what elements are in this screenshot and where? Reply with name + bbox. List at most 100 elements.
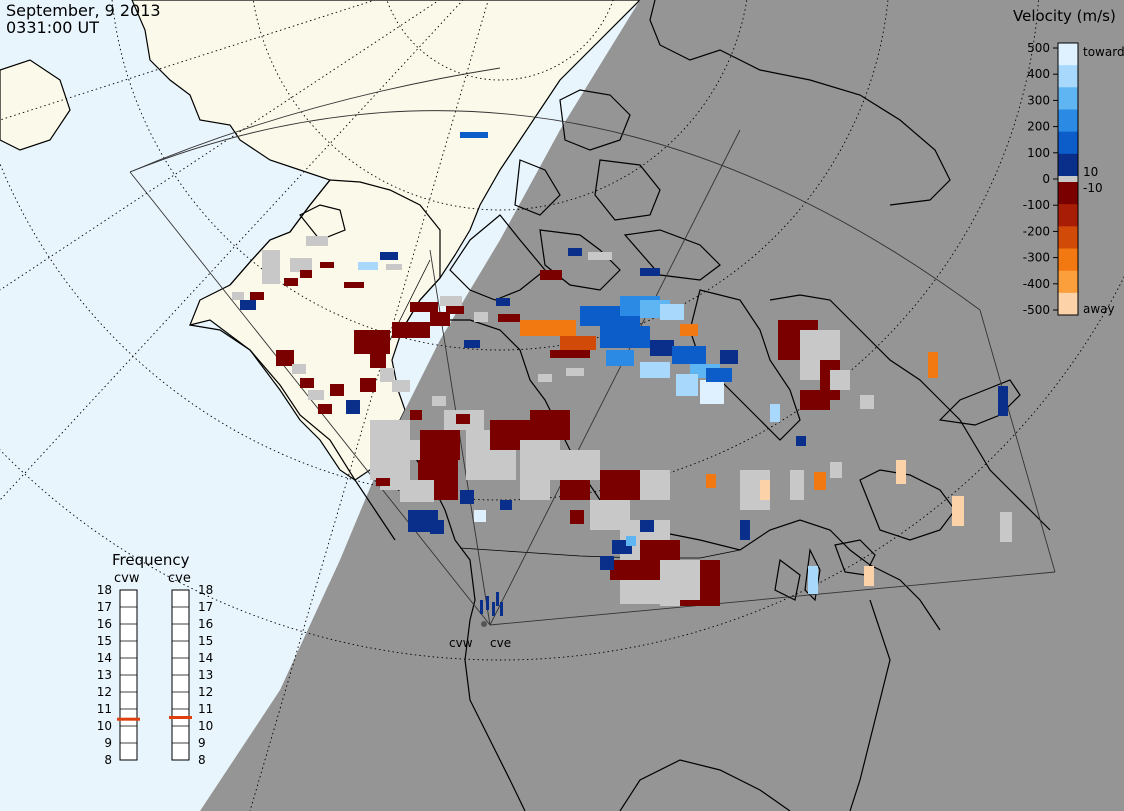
scatter-cell	[860, 395, 874, 409]
scatter-cell	[498, 314, 520, 322]
scatter-cell	[606, 350, 634, 366]
scatter-cell	[640, 470, 670, 500]
frequency-scale-label: 9	[198, 736, 206, 750]
scatter-cell	[538, 374, 552, 382]
velocity-colorbar: Velocity (m/s) 500 400 300 200 100 0 -100 -200 -…	[1013, 7, 1124, 317]
scatter-cell	[814, 472, 826, 490]
colorbar-pos-threshold: 10	[1083, 165, 1098, 179]
scatter-cell	[680, 600, 720, 606]
scatter-cell	[500, 500, 512, 510]
scatter-cell	[410, 410, 422, 420]
scatter-cell	[290, 258, 312, 272]
frequency-scale-label: 8	[104, 753, 112, 767]
scatter-cell	[300, 270, 312, 278]
scatter-cell	[376, 478, 390, 486]
scatter-cell	[570, 510, 584, 524]
scatter-cell	[640, 520, 654, 532]
night-terminator	[200, 0, 1124, 811]
scatter-cell	[430, 312, 450, 326]
scatter-cell	[520, 440, 560, 480]
frequency-scale-label: 14	[97, 651, 112, 665]
scatter-cell	[588, 252, 612, 260]
frequency-scale-label: 11	[97, 702, 112, 716]
scatter-cell	[808, 566, 818, 594]
scatter-cell	[474, 510, 486, 522]
scatter-cell	[496, 298, 510, 306]
colorbar-tick-label: 0	[1042, 172, 1050, 186]
frequency-scale-label: 17	[198, 600, 213, 614]
scatter-cell	[240, 300, 256, 310]
scatter-cell	[700, 560, 720, 600]
scatter-cell	[672, 346, 706, 364]
scatter-cell	[308, 390, 324, 400]
coastlines	[189, 0, 1051, 811]
frequency-scale-label: 13	[198, 668, 213, 682]
velocity-scatter-cells	[232, 132, 1012, 616]
scatter-cell	[720, 350, 738, 364]
frequency-scale-label: 12	[198, 685, 213, 699]
scatter-cell	[400, 440, 420, 460]
scatter-cell	[392, 380, 410, 392]
scatter-cell	[446, 306, 464, 314]
colorbar-title: Velocity (m/s)	[1013, 7, 1116, 25]
scatter-cell	[864, 566, 874, 586]
colorbar-tick-label: 300	[1027, 93, 1050, 107]
colorbar-tick-label: -200	[1023, 224, 1050, 238]
scatter-cell	[676, 374, 698, 396]
time-label: 0331:00 UT	[6, 18, 99, 37]
scatter-cell	[358, 262, 378, 270]
scatter-cell	[474, 312, 488, 322]
scatter-cell	[500, 602, 503, 616]
colorbar-swatch-away	[1058, 270, 1078, 294]
scatter-cell	[560, 336, 596, 350]
scatter-cell	[306, 236, 328, 246]
frequency-scale-label: 17	[97, 600, 112, 614]
radar-label-cvw: cvw	[449, 636, 473, 650]
scatter-cell	[560, 480, 590, 500]
scatter-cell	[610, 560, 640, 580]
scatter-cell	[830, 462, 842, 478]
frequency-scales: 18 17 16 15 14 13 12 11 10 9 8 18 17 16 15 14 13 12 11 10 9 8	[97, 583, 214, 767]
scatter-cell	[640, 362, 670, 378]
frequency-scale-label: 13	[97, 668, 112, 682]
frequency-scale-label: 14	[198, 651, 213, 665]
colorbar-swatch-away	[1058, 292, 1078, 316]
scatter-cell	[520, 480, 550, 500]
scatter-cell	[600, 326, 650, 348]
frequency-title: Frequency	[112, 551, 190, 569]
scatter-cell	[344, 282, 364, 288]
colorbar-tick-label: 400	[1027, 67, 1050, 81]
scatter-cell	[440, 296, 462, 306]
scatter-cell	[566, 368, 584, 376]
scatter-cell	[740, 520, 750, 540]
radar-label-cve: cve	[490, 636, 511, 650]
frequency-radar-label-cve: cve	[168, 571, 191, 586]
colorbar-swatch-toward	[1058, 153, 1078, 177]
scatter-cell	[346, 400, 360, 414]
colorbar-swatch-toward	[1058, 65, 1078, 88]
scatter-cell	[790, 470, 804, 500]
scatter-cell	[600, 556, 614, 570]
scatter-cell	[284, 278, 298, 286]
frequency-scale-label: 15	[97, 634, 112, 648]
colorbar-swatch-toward	[1058, 43, 1078, 66]
colorbar-tick-label: -300	[1023, 251, 1050, 265]
scatter-cell	[540, 270, 562, 280]
scatter-cell	[292, 364, 306, 374]
frequency-scale-label: 10	[198, 719, 213, 733]
frequency-scale-label: 8	[198, 753, 206, 767]
scatter-cell	[530, 410, 570, 440]
colorbar-swatches	[1058, 43, 1078, 316]
scatter-cell	[800, 390, 830, 410]
scatter-cell	[550, 350, 590, 358]
scatter-cell	[520, 320, 576, 336]
colorbar-tick-label: -400	[1023, 277, 1050, 291]
scatter-cell	[276, 350, 294, 366]
frequency-scale-label: 18	[198, 583, 213, 597]
frequency-marker	[169, 716, 192, 719]
scatter-cell	[620, 580, 660, 604]
scatter-cell	[320, 262, 334, 268]
